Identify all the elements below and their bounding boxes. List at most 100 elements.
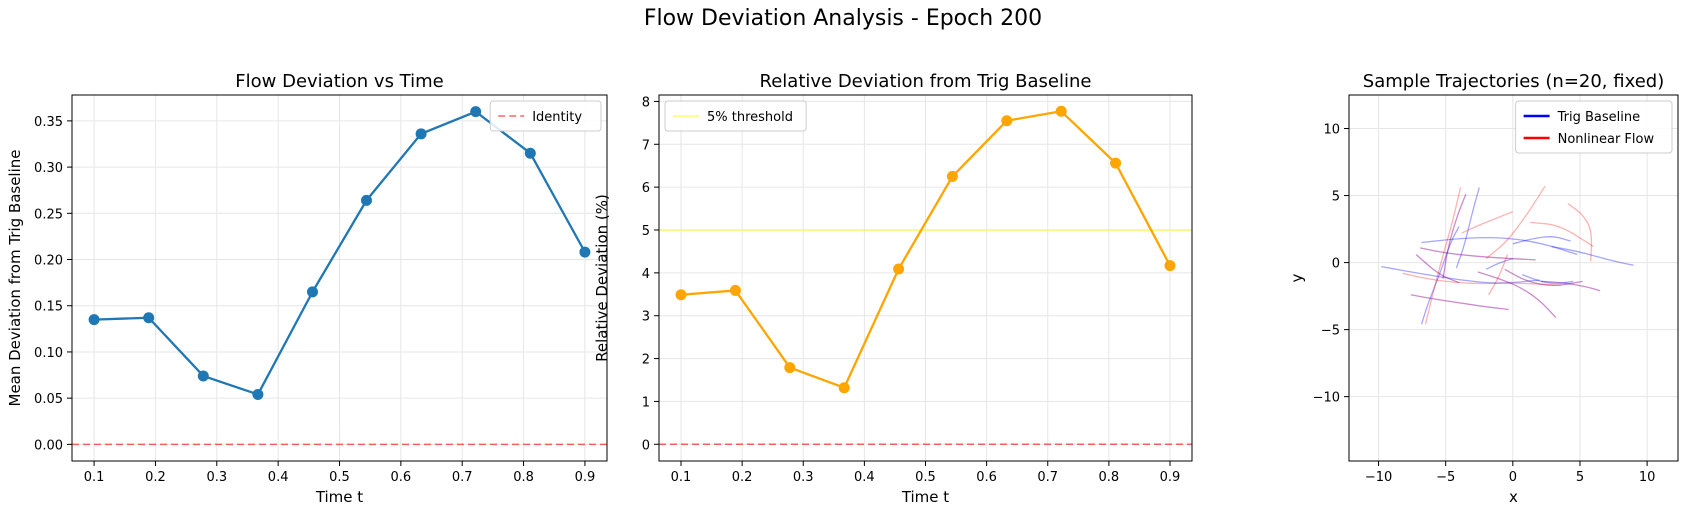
- trajectory-8: [1420, 247, 1536, 261]
- y-tick-label: 0: [642, 438, 650, 453]
- data-point-5: [360, 194, 372, 206]
- y-tick-label: 1: [642, 395, 650, 410]
- data-point-8: [524, 147, 536, 159]
- plot-area: [1381, 185, 1634, 325]
- x-tick-label: 0.4: [854, 470, 875, 485]
- x-tick-label: 0.5: [915, 470, 936, 485]
- trajectory-12: [1485, 257, 1514, 270]
- y-tick-label: 0.15: [34, 300, 63, 315]
- y-axis-label: Relative Deviation (%): [593, 194, 611, 362]
- x-tick-label: 0.7: [452, 470, 473, 485]
- data-point-5: [946, 170, 958, 182]
- trajectory-4: [1424, 187, 1462, 325]
- x-tick-label: 0.8: [513, 470, 534, 485]
- y-tick-label: 0.20: [34, 254, 63, 269]
- legend: Identity: [489, 100, 602, 132]
- y-tick-label: −10: [1313, 391, 1340, 406]
- data-point-7: [1055, 105, 1067, 117]
- data-point-0: [675, 289, 687, 301]
- x-tick-label: 0.1: [84, 470, 105, 485]
- x-tick-label: 0.2: [145, 470, 166, 485]
- trajectory-1: [1402, 272, 1562, 287]
- x-tick-label: −10: [1365, 470, 1392, 485]
- x-axis-label: Time t: [315, 488, 363, 506]
- legend-label-1: Nonlinear Flow: [1558, 132, 1655, 147]
- y-tick-label: 10: [1323, 123, 1340, 138]
- trajectory-3: [1420, 226, 1460, 325]
- trajectory-6: [1455, 187, 1480, 269]
- y-tick-label: 0.05: [34, 392, 63, 407]
- panel-sample-trajectories: −10 −5 0 5 10 −10 −5 0 5 10 Sample Trajectories (n…: [1288, 71, 1679, 506]
- trajectory-19: [1567, 203, 1593, 262]
- legend-label-0: Identity: [532, 110, 582, 125]
- trajectory-10: [1485, 185, 1546, 260]
- data-point-0: [88, 314, 100, 326]
- x-tick-label: 0.3: [206, 470, 227, 485]
- data-point-2: [197, 370, 209, 382]
- x-axis-label: Time t: [901, 488, 949, 506]
- x-tick-label: 0.2: [732, 470, 753, 485]
- panel-flow-deviation: 0.1 0.2 0.3 0.4 0.5 0.6 0.7 0.8 0.9 0.00 0.05 0.10 0…: [6, 71, 608, 506]
- trajectory-2: [1410, 294, 1509, 311]
- panel-title: Sample Trajectories (n=20, fixed): [1363, 71, 1664, 92]
- x-tick-label: 10: [1639, 470, 1656, 485]
- x-tick-label: 0.7: [1037, 470, 1058, 485]
- panel-title: Relative Deviation from Trig Baseline: [760, 71, 1092, 92]
- data-point-3: [838, 382, 850, 394]
- trajectory-0: [1381, 265, 1540, 284]
- data-point-9: [579, 246, 591, 258]
- data-point-8: [1110, 157, 1122, 169]
- x-tick-label: 0.9: [575, 470, 596, 485]
- data-point-4: [893, 263, 905, 275]
- panel-title: Flow Deviation vs Time: [235, 71, 443, 92]
- y-tick-label: 4: [642, 267, 650, 282]
- data-point-6: [1001, 115, 1013, 127]
- trajectory-17: [1540, 280, 1601, 292]
- data-point-1: [143, 312, 155, 324]
- y-tick-label: 0.30: [34, 161, 63, 176]
- y-tick-label: 0.10: [34, 346, 63, 361]
- x-tick-label: 0.6: [391, 470, 412, 485]
- x-tick-label: 0.1: [671, 470, 692, 485]
- trajectory-21: [1521, 274, 1574, 285]
- trajectory-5: [1442, 193, 1467, 279]
- trajectory-14: [1504, 268, 1583, 287]
- y-axis-label: Mean Deviation from Trig Baseline: [6, 149, 24, 406]
- y-tick-label: 3: [642, 310, 650, 325]
- axes-frame: [1348, 94, 1679, 462]
- y-tick-label: 0.00: [34, 438, 63, 453]
- data-point-3: [252, 388, 264, 400]
- legend-label-0: Trig Baseline: [1557, 110, 1641, 125]
- data-point-1: [729, 284, 741, 296]
- trajectory-20: [1415, 254, 1460, 284]
- y-tick-label: −5: [1321, 324, 1340, 339]
- x-tick-label: 5: [1576, 470, 1584, 485]
- data-point-2: [784, 362, 796, 374]
- trajectory-15: [1512, 236, 1571, 245]
- x-tick-label: 0: [1509, 470, 1517, 485]
- y-tick-label: 0.35: [34, 115, 63, 130]
- y-tick-label: 2: [642, 353, 650, 368]
- x-tick-label: 0.8: [1099, 470, 1120, 485]
- legend-box: [1515, 100, 1673, 154]
- y-tick-label: 8: [642, 95, 650, 110]
- panel-relative-deviation: 0.1 0.2 0.3 0.4 0.5 0.6 0.7 0.8 0.9 0 1 2 3 4 5 6 7 8 Rela…: [593, 71, 1193, 506]
- plot-area: [659, 105, 1192, 446]
- x-tick-label: 0.6: [976, 470, 997, 485]
- data-point-4: [307, 286, 319, 298]
- x-axis-label: x: [1509, 488, 1518, 506]
- plot-area: [72, 106, 607, 446]
- y-tick-label: 5: [642, 224, 650, 239]
- x-tick-label: 0.3: [793, 470, 814, 485]
- legend-box: [664, 100, 807, 132]
- data-point-9: [1164, 260, 1176, 272]
- trajectory-9: [1421, 237, 1578, 256]
- trajectory-7: [1461, 211, 1514, 234]
- figure-title: Flow Deviation Analysis - Epoch 200: [643, 6, 1043, 31]
- x-tick-label: −5: [1436, 470, 1455, 485]
- y-tick-label: 0.25: [34, 207, 63, 222]
- trajectory-13: [1488, 254, 1509, 296]
- x-tick-label: 0.9: [1160, 470, 1181, 485]
- y-tick-label: 0: [1332, 257, 1340, 272]
